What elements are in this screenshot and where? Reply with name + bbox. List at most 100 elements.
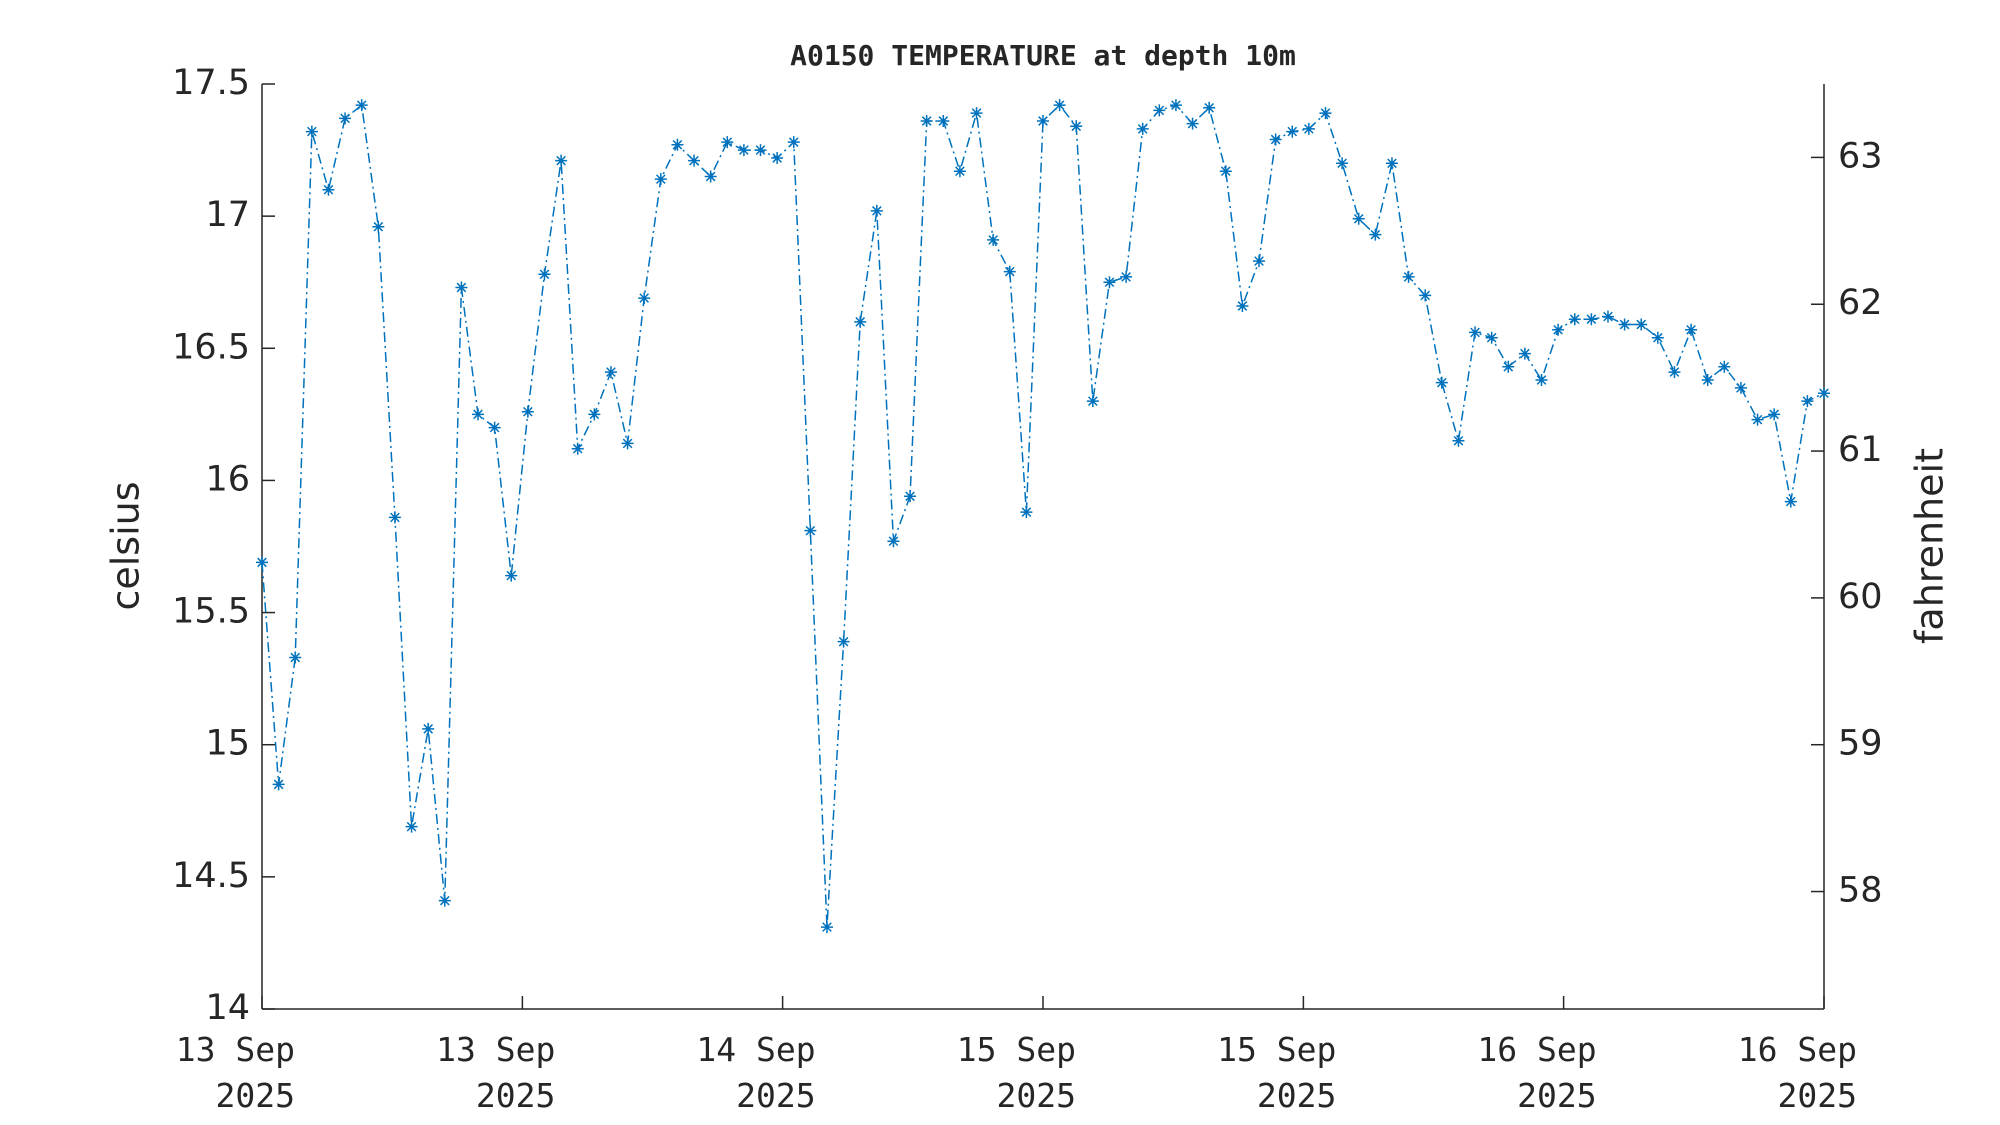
x-tick-label: 16 Sep 2025 — [1737, 1030, 1857, 1115]
data-point — [1784, 495, 1797, 508]
data-point — [1668, 366, 1681, 379]
y-tick-label: 14 — [205, 988, 250, 1028]
y2-tick-label: 62 — [1838, 283, 1883, 323]
data-point — [621, 437, 634, 450]
data-point — [1452, 434, 1465, 447]
y2-tick-label: 59 — [1838, 724, 1883, 764]
data-point — [488, 421, 501, 434]
data-point — [538, 268, 551, 281]
data-point — [571, 442, 584, 455]
data-point — [737, 144, 750, 157]
data-point — [1153, 104, 1166, 117]
data-point — [1003, 265, 1016, 278]
chart-title: A0150 TEMPERATURE at depth 10m — [790, 39, 1296, 72]
data-point — [771, 152, 784, 164]
data-point — [704, 170, 717, 183]
data-point — [820, 921, 833, 934]
data-point — [588, 408, 601, 421]
data-point — [422, 722, 435, 735]
data-point — [1020, 506, 1033, 519]
data-point — [904, 490, 917, 503]
data-point — [1336, 157, 1349, 170]
data-point — [937, 115, 950, 127]
data-point — [1485, 331, 1498, 344]
data-point — [1037, 115, 1049, 127]
data-point — [372, 220, 385, 233]
y-axis-label: celsius — [104, 481, 148, 610]
x-tick-label: 13 Sep 2025 — [175, 1030, 295, 1115]
data-point — [754, 144, 767, 157]
data-point — [721, 136, 734, 149]
data-point — [305, 125, 318, 138]
data-point — [1319, 107, 1332, 120]
data-point — [638, 292, 651, 305]
data-point — [953, 165, 966, 178]
data-point — [256, 556, 268, 569]
data-point — [1552, 323, 1565, 336]
x-tick-label: 16 Sep 2025 — [1477, 1030, 1597, 1115]
data-point — [671, 138, 684, 151]
y-tick-label: 16 — [205, 459, 250, 499]
data-point — [604, 366, 617, 379]
y-tick-label: 15.5 — [172, 592, 250, 632]
data-point — [1103, 276, 1116, 289]
data-point — [1385, 157, 1398, 170]
data-point — [787, 136, 800, 149]
data-point — [388, 511, 401, 524]
data-point — [1768, 408, 1781, 421]
data-point — [1352, 212, 1365, 225]
data-point — [1169, 99, 1182, 112]
x-tick-label: 13 Sep 2025 — [436, 1030, 556, 1115]
data-point — [1086, 395, 1099, 408]
data-point — [438, 894, 451, 907]
data-point — [355, 99, 368, 112]
data-point — [521, 405, 534, 418]
data-point — [472, 408, 485, 421]
data-point — [1302, 122, 1315, 135]
data-point — [688, 154, 701, 167]
data-point — [1136, 122, 1149, 135]
x-tick-label: 15 Sep 2025 — [956, 1030, 1076, 1115]
data-point — [1203, 101, 1216, 114]
data-point — [555, 154, 568, 167]
data-point — [1435, 376, 1448, 389]
data-point — [1053, 99, 1066, 112]
y-tick-label: 14.5 — [172, 856, 250, 896]
data-point — [1585, 313, 1598, 326]
y2-tick-label: 60 — [1838, 577, 1883, 617]
data-point — [1751, 413, 1764, 426]
data-point — [887, 535, 900, 548]
data-point — [1718, 360, 1731, 373]
data-point — [455, 281, 468, 294]
data-point — [1685, 323, 1698, 336]
data-point — [272, 778, 285, 791]
data-point — [1070, 120, 1083, 133]
data-point — [870, 204, 883, 217]
data-point — [505, 569, 518, 582]
data-point — [1701, 374, 1714, 386]
data-point — [1469, 326, 1482, 339]
y2-tick-label: 63 — [1838, 136, 1883, 176]
data-point — [1651, 331, 1664, 344]
data-point — [970, 107, 983, 120]
data-point — [987, 233, 1000, 246]
data-point — [1120, 270, 1133, 283]
y2-tick-label: 61 — [1838, 430, 1883, 470]
data-point — [1419, 289, 1432, 302]
x-tick-label: 15 Sep 2025 — [1217, 1030, 1337, 1115]
data-point — [1818, 387, 1830, 400]
data-point — [804, 524, 817, 537]
data-line — [261, 103, 1825, 928]
data-point — [1402, 270, 1415, 283]
data-point — [322, 183, 335, 196]
data-point — [1186, 117, 1199, 130]
data-point — [1253, 255, 1266, 268]
data-point — [1502, 360, 1515, 373]
data-point — [1601, 310, 1614, 323]
data-point — [1568, 313, 1581, 326]
data-point — [1219, 165, 1232, 178]
data-point — [289, 651, 302, 664]
data-point — [1734, 381, 1747, 394]
x-tick-label: 14 Sep 2025 — [696, 1030, 816, 1115]
